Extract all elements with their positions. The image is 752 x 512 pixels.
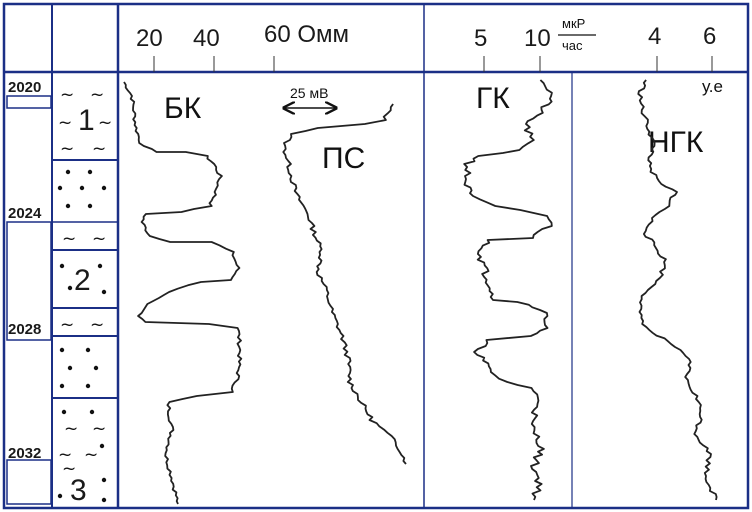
curve-label-ngk: НГК	[648, 126, 704, 159]
scale-bk-40: 40	[193, 25, 220, 52]
gk-curve	[463, 79, 553, 501]
scale-bk-60-omm: 60 Омм	[264, 21, 349, 48]
layer-2-label: 2	[74, 264, 91, 297]
svg-text:~: ~	[58, 445, 72, 465]
svg-text:~: ~	[90, 85, 104, 105]
layer-3-label: 3	[70, 474, 87, 507]
svg-text:~: ~	[92, 139, 106, 159]
svg-text:~: ~	[84, 445, 98, 465]
curve-label-gk: ГК	[476, 82, 510, 115]
svg-text:~: ~	[64, 419, 78, 439]
svg-text:~: ~	[58, 113, 72, 133]
ps-scale-bar-label: 25 мВ	[290, 85, 328, 101]
unit-mkr: мкР	[562, 16, 585, 31]
scale-gk-5: 5	[474, 25, 487, 52]
depth-2020: 2020	[8, 79, 41, 96]
depth-scale: 2020 2024 2028 2032	[6, 79, 52, 505]
unit-hour: час	[562, 38, 583, 53]
svg-text:~: ~	[92, 229, 106, 249]
layer-1-label: 1	[78, 104, 95, 137]
ps-curve	[282, 103, 407, 465]
curve-label-bk: БК	[164, 92, 202, 125]
curve-label-ps: ПС	[322, 142, 365, 175]
svg-text:~: ~	[90, 315, 104, 335]
svg-text:~: ~	[62, 459, 76, 479]
unit-ue: у.е	[702, 77, 723, 96]
svg-text:~: ~	[98, 113, 112, 133]
svg-text:~: ~	[60, 139, 74, 159]
scale-ngk-4: 4	[648, 23, 661, 50]
lithology-column: ~ ~ ~ ~ ~ ~ 1 ~ ~ 2 ~ ~ ~ ~ ~ ~ ~ 3	[57, 85, 112, 507]
scale-ngk-6: 6	[703, 23, 716, 50]
depth-2032: 2032	[8, 445, 41, 462]
svg-text:~: ~	[60, 85, 74, 105]
svg-text:~: ~	[92, 419, 106, 439]
scale-header: 20 40 60 Омм 5 10 мкР час 4 6 у.е	[136, 16, 723, 96]
scale-bk-20: 20	[136, 25, 163, 52]
svg-text:~: ~	[60, 315, 74, 335]
bk-curve	[123, 81, 243, 505]
depth-2024: 2024	[8, 205, 42, 222]
ps-scale-bar: 25 мВ	[284, 85, 336, 108]
svg-text:~: ~	[62, 229, 76, 249]
depth-2028: 2028	[8, 321, 41, 338]
scale-gk-10: 10	[524, 25, 551, 52]
ngk-curve	[637, 79, 718, 501]
